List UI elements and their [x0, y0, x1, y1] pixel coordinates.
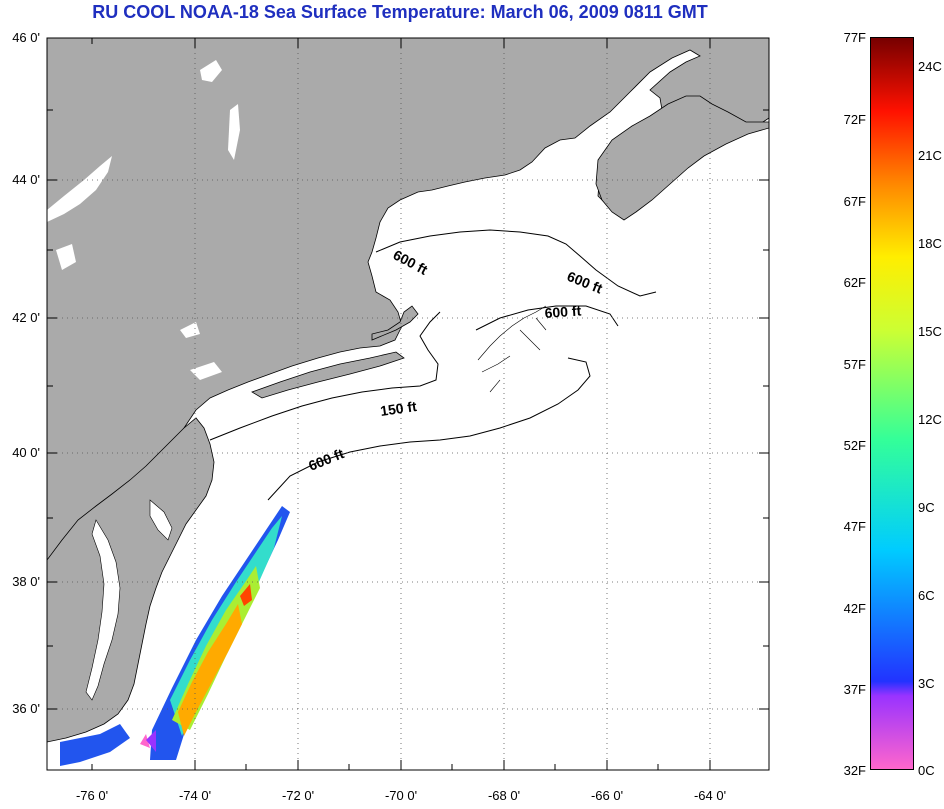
colorbar-label-f: 57F	[843, 357, 866, 372]
grid-lines	[47, 38, 769, 770]
lake	[190, 362, 222, 380]
colorbar-label-f: 52F	[843, 438, 866, 453]
lat-label: 36 0'	[12, 701, 40, 716]
map-frame	[46, 37, 770, 771]
colorbar-label-c: 12C	[918, 412, 942, 427]
lon-label: -70 0'	[384, 788, 418, 803]
axis-ticks	[47, 37, 769, 770]
lat-label: 46 0'	[12, 30, 40, 45]
colorbar-label-f: 62F	[843, 275, 866, 290]
colorbar-label-f: 77F	[843, 30, 866, 45]
georges-bank-shoals	[477, 305, 547, 393]
lake	[47, 156, 112, 222]
colorbar-label-f: 37F	[843, 682, 866, 697]
contour-600ft-georges	[475, 305, 619, 331]
land-cape-cod	[371, 305, 419, 341]
lon-label: -66 0'	[590, 788, 624, 803]
lon-label: -72 0'	[281, 788, 315, 803]
colorbar-label-f: 47F	[843, 519, 866, 534]
contour-600ft-outer	[267, 357, 591, 501]
lat-label: 44 0'	[12, 172, 40, 187]
colorbar-label-c: 15C	[918, 324, 942, 339]
delaware-bay	[149, 499, 173, 541]
colorbar-label-f: 32F	[843, 763, 866, 778]
land-mid-atlantic	[47, 417, 215, 743]
lat-label: 40 0'	[12, 445, 40, 460]
lake	[228, 104, 240, 160]
colorbar-label-c: 3C	[918, 676, 935, 691]
colorbar-label-c: 21C	[918, 148, 942, 163]
land-long-island	[251, 351, 405, 399]
colorbar-label-c: 18C	[918, 236, 942, 251]
lat-label: 38 0'	[12, 574, 40, 589]
lon-label: -74 0'	[178, 788, 212, 803]
colorbar-label-c: 6C	[918, 588, 935, 603]
colorbar-label-c: 0C	[918, 763, 935, 778]
lon-label: -76 0'	[75, 788, 109, 803]
contour-label: 150 ft	[379, 398, 418, 419]
colorbar-label-c: 24C	[918, 59, 942, 74]
colorbar-label-f: 72F	[843, 112, 866, 127]
contour-600ft-gom	[375, 229, 657, 297]
lon-label: -68 0'	[487, 788, 521, 803]
land-nova-scotia	[595, 95, 769, 221]
lake	[56, 244, 76, 270]
contour-150ft	[209, 311, 441, 441]
lat-label: 42 0'	[12, 310, 40, 325]
contour-label: 600 ft	[544, 302, 582, 321]
chesapeake-bay	[85, 519, 121, 701]
colorbar-label-f: 42F	[843, 601, 866, 616]
colorbar-label-c: 9C	[918, 500, 935, 515]
temperature-colorbar	[870, 37, 914, 770]
sst-swath	[60, 506, 290, 766]
colorbar-label-f: 67F	[843, 194, 866, 209]
lon-label: -64 0'	[693, 788, 727, 803]
lake	[200, 60, 222, 82]
map-title: RU COOL NOAA-18 Sea Surface Temperature:…	[92, 2, 708, 22]
